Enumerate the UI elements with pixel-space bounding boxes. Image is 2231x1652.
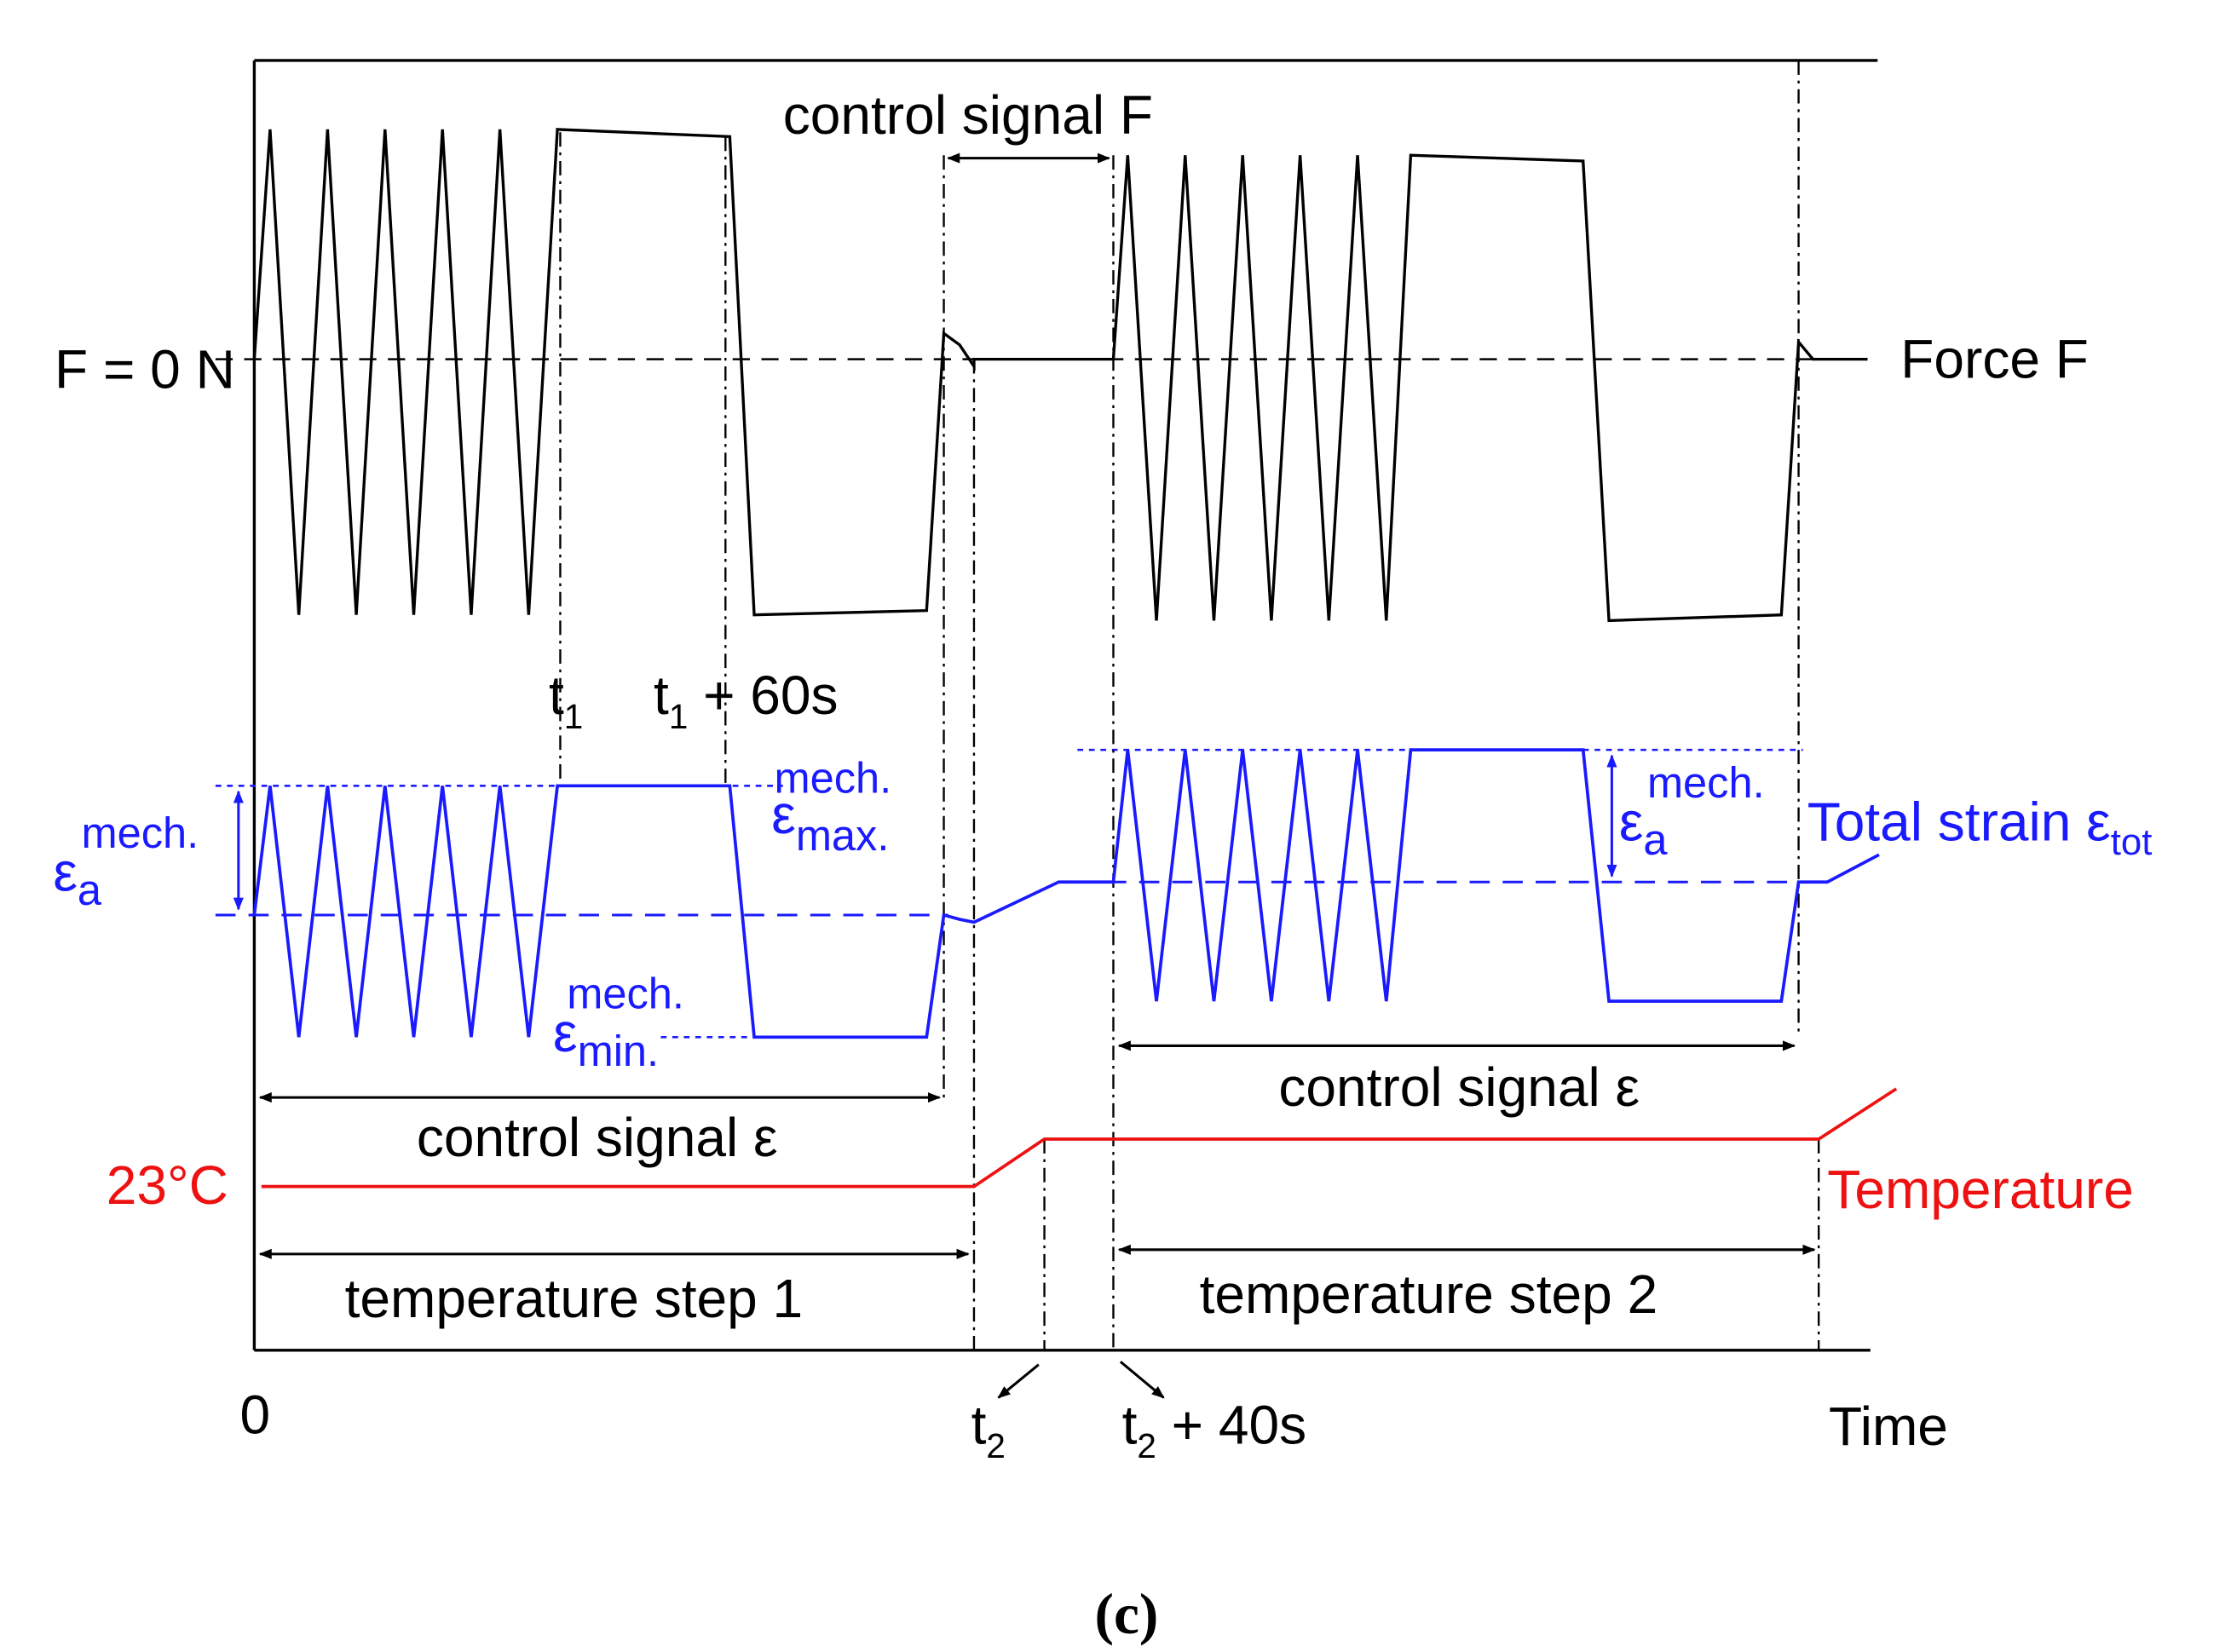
t1-label: t1 bbox=[549, 665, 583, 736]
t2-label: t2 bbox=[971, 1394, 1006, 1465]
t2-pointer-arrow bbox=[997, 1363, 1040, 1399]
strain-curve bbox=[252, 748, 1880, 1039]
temperature-step-2-label: temperature step 2 bbox=[1200, 1263, 1658, 1325]
temperature-23c-label: 23°C bbox=[107, 1154, 228, 1216]
t2-40s-pointer-arrow bbox=[1119, 1361, 1165, 1399]
amplitude-arrows bbox=[233, 754, 1617, 911]
control-signal-eps-label-1: control signal ε bbox=[417, 1107, 778, 1168]
control-signal-f-label: control signal F bbox=[783, 84, 1153, 146]
force-zero-label: F = 0 N bbox=[55, 338, 235, 400]
time-axis-label: Time bbox=[1829, 1396, 1948, 1457]
eps-a-label-right: εamech. bbox=[1619, 758, 1765, 864]
control-signal-eps-label-2: control signal ε bbox=[1278, 1056, 1640, 1118]
eps-a-label-left: εamech. bbox=[53, 809, 199, 914]
temperature-curve bbox=[261, 1087, 1898, 1189]
eps-max-label: εmax.mech. bbox=[771, 754, 891, 860]
eps-min-label: εmin.mech. bbox=[553, 970, 684, 1075]
total-strain-label: Total strain εtot bbox=[1807, 791, 2153, 863]
axes-frame bbox=[252, 59, 1878, 1352]
t2-40s-label: t2 + 40s bbox=[1122, 1394, 1307, 1465]
range-arrows bbox=[258, 153, 1816, 1399]
origin-zero-label: 0 bbox=[240, 1384, 271, 1446]
time-marker-lines bbox=[559, 60, 1820, 1350]
force-curve bbox=[252, 128, 1868, 623]
temperature-label: Temperature bbox=[1827, 1159, 2134, 1220]
t1-60s-label: t1 + 60s bbox=[654, 665, 839, 736]
figure-caption: (c) bbox=[1095, 1582, 1159, 1646]
force-label: Force F bbox=[1900, 329, 2089, 390]
temperature-step-1-label: temperature step 1 bbox=[345, 1268, 804, 1329]
